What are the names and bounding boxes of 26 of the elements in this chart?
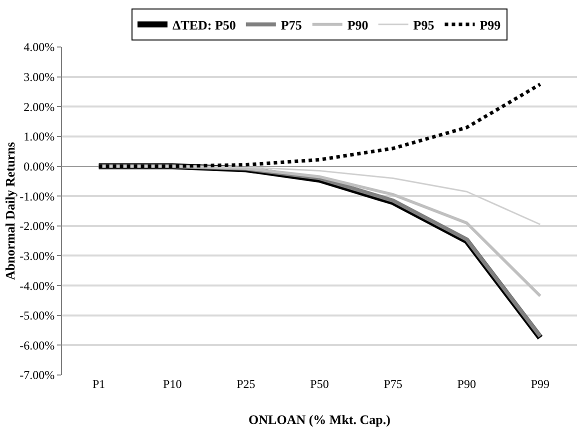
legend-label: ΔTED: P50 <box>172 17 236 32</box>
y-tick-label: -7.00% <box>20 368 55 382</box>
y-tick-label: 0.00% <box>24 159 55 174</box>
x-axis-title: ONLOAN (% Mkt. Cap.) <box>248 412 390 427</box>
legend-label: P95 <box>413 17 435 32</box>
y-axis-title: Abnormal Daily Returns <box>2 142 18 280</box>
x-tick-label: P90 <box>457 377 476 391</box>
y-tick-label: -6.00% <box>20 338 55 352</box>
y-tick-label: -1.00% <box>20 189 55 204</box>
legend-label: P90 <box>347 17 368 32</box>
x-tick-label: P75 <box>384 377 402 391</box>
y-tick-label: -3.00% <box>20 248 55 263</box>
y-tick-label: 3.00% <box>24 70 55 84</box>
y-tick-label: 1.00% <box>24 130 55 144</box>
x-tick-label: P50 <box>310 377 329 391</box>
y-tick-label: 2.00% <box>24 100 55 114</box>
y-tick-label: -4.00% <box>20 278 55 293</box>
x-tick-label: P99 <box>530 377 550 391</box>
legend-label: P75 <box>280 17 302 32</box>
x-tick-label: P25 <box>236 377 256 391</box>
x-tick-label: P10 <box>163 377 182 391</box>
legend-label: P99 <box>480 17 502 32</box>
x-tick-label: P1 <box>92 377 106 391</box>
y-tick-label: -5.00% <box>20 308 55 323</box>
y-tick-label: -2.00% <box>20 219 55 234</box>
y-tick-label: 4.00% <box>24 40 55 54</box>
